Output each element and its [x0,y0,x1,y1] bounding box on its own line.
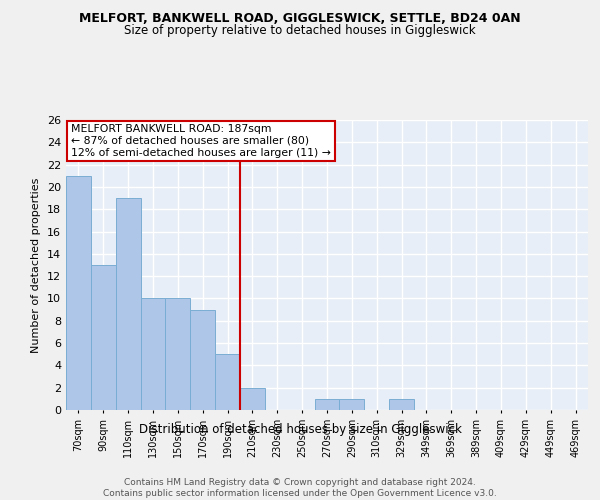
Bar [340,399,364,410]
Text: MELFORT BANKWELL ROAD: 187sqm
← 87% of detached houses are smaller (80)
12% of s: MELFORT BANKWELL ROAD: 187sqm ← 87% of d… [71,124,331,158]
Bar [389,399,414,410]
Bar [166,298,190,410]
Bar [314,399,340,410]
Y-axis label: Number of detached properties: Number of detached properties [31,178,41,352]
Bar [116,198,140,410]
Text: Size of property relative to detached houses in Giggleswick: Size of property relative to detached ho… [124,24,476,37]
Bar [240,388,265,410]
Bar [140,298,166,410]
Bar [190,310,215,410]
Text: Contains HM Land Registry data © Crown copyright and database right 2024.
Contai: Contains HM Land Registry data © Crown c… [103,478,497,498]
Bar [215,354,240,410]
Text: Distribution of detached houses by size in Giggleswick: Distribution of detached houses by size … [139,422,461,436]
Bar [66,176,91,410]
Bar [91,265,116,410]
Text: MELFORT, BANKWELL ROAD, GIGGLESWICK, SETTLE, BD24 0AN: MELFORT, BANKWELL ROAD, GIGGLESWICK, SET… [79,12,521,26]
